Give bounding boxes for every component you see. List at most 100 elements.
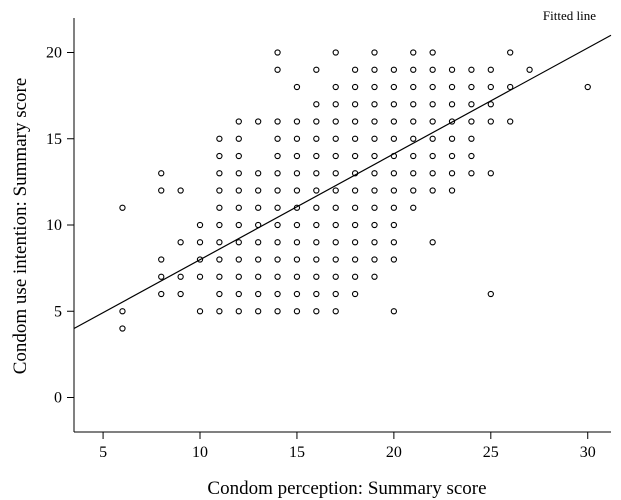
data-point xyxy=(255,273,262,280)
data-point xyxy=(410,101,417,108)
data-point xyxy=(410,187,417,194)
data-point xyxy=(410,152,417,160)
data-point xyxy=(448,187,456,194)
data-point xyxy=(390,204,398,211)
data-point xyxy=(274,152,281,160)
data-point xyxy=(293,83,301,91)
data-point xyxy=(371,83,378,91)
data-point xyxy=(313,221,320,229)
data-point xyxy=(351,290,359,298)
data-point xyxy=(448,83,456,91)
data-point xyxy=(390,135,398,142)
data-point xyxy=(177,273,184,280)
data-point xyxy=(390,221,398,229)
data-point xyxy=(429,66,436,73)
data-point xyxy=(313,239,320,246)
data-point xyxy=(274,118,281,125)
data-point xyxy=(390,118,398,125)
data-point xyxy=(448,152,456,160)
data-point xyxy=(371,118,378,125)
data-point xyxy=(332,187,339,194)
data-point xyxy=(371,187,378,194)
y-tick-label: 10 xyxy=(46,217,62,234)
data-point xyxy=(390,187,398,194)
data-point xyxy=(274,49,281,56)
data-point xyxy=(410,83,417,91)
data-point xyxy=(351,118,359,125)
data-point xyxy=(332,101,339,108)
data-point xyxy=(235,152,242,160)
data-point xyxy=(293,187,301,194)
data-point xyxy=(332,170,339,177)
data-point xyxy=(177,239,184,246)
data-point xyxy=(371,221,378,229)
data-point xyxy=(313,187,320,194)
data-point xyxy=(371,204,378,211)
data-point xyxy=(313,170,320,177)
data-point xyxy=(196,273,204,280)
data-point xyxy=(196,256,204,263)
data-point xyxy=(119,204,126,211)
data-point xyxy=(158,290,165,298)
data-point xyxy=(332,221,339,229)
data-point xyxy=(332,290,339,298)
data-point xyxy=(410,204,417,211)
data-point xyxy=(293,290,301,298)
x-tick-label: 25 xyxy=(483,444,499,461)
data-point xyxy=(255,308,262,315)
data-point xyxy=(429,101,436,108)
data-point xyxy=(293,256,301,263)
data-point xyxy=(410,66,417,73)
x-tick-label: 5 xyxy=(99,444,107,461)
data-point xyxy=(448,170,456,177)
x-tick-label: 20 xyxy=(386,444,402,461)
data-point xyxy=(332,273,339,280)
data-point xyxy=(390,239,398,246)
data-point xyxy=(216,221,223,229)
data-point xyxy=(332,239,339,246)
data-point xyxy=(487,170,494,177)
data-point xyxy=(390,101,398,108)
data-point xyxy=(216,170,223,177)
data-point xyxy=(332,256,339,263)
x-tick-label: 10 xyxy=(192,444,208,461)
data-point xyxy=(526,66,533,73)
data-point xyxy=(216,256,223,263)
data-point xyxy=(274,256,281,263)
data-point xyxy=(332,135,339,142)
data-point xyxy=(313,308,320,315)
data-point xyxy=(351,221,359,229)
data-point xyxy=(390,256,398,263)
data-point xyxy=(410,170,417,177)
data-point xyxy=(313,118,320,125)
data-point xyxy=(293,170,301,177)
data-point xyxy=(487,66,494,73)
data-point xyxy=(235,273,242,280)
data-point xyxy=(468,152,475,160)
data-point xyxy=(429,170,436,177)
data-point xyxy=(351,256,359,263)
data-point xyxy=(332,49,339,56)
data-point xyxy=(507,118,514,125)
data-point xyxy=(332,204,339,211)
y-tick-label: 15 xyxy=(46,131,62,148)
data-point xyxy=(429,152,436,160)
data-point xyxy=(216,290,223,298)
data-point xyxy=(255,204,262,211)
data-point xyxy=(371,256,378,263)
data-point xyxy=(177,290,184,298)
fitted-line-label: Fitted line xyxy=(543,8,596,23)
data-point xyxy=(429,118,436,125)
data-point xyxy=(274,308,281,315)
data-point xyxy=(274,66,281,73)
data-point xyxy=(196,221,204,229)
data-point xyxy=(371,273,378,280)
data-point xyxy=(332,152,339,160)
data-point xyxy=(274,204,281,211)
data-point xyxy=(216,308,223,315)
data-point xyxy=(351,273,359,280)
data-point xyxy=(158,273,165,280)
data-point xyxy=(313,273,320,280)
data-point xyxy=(255,170,262,177)
